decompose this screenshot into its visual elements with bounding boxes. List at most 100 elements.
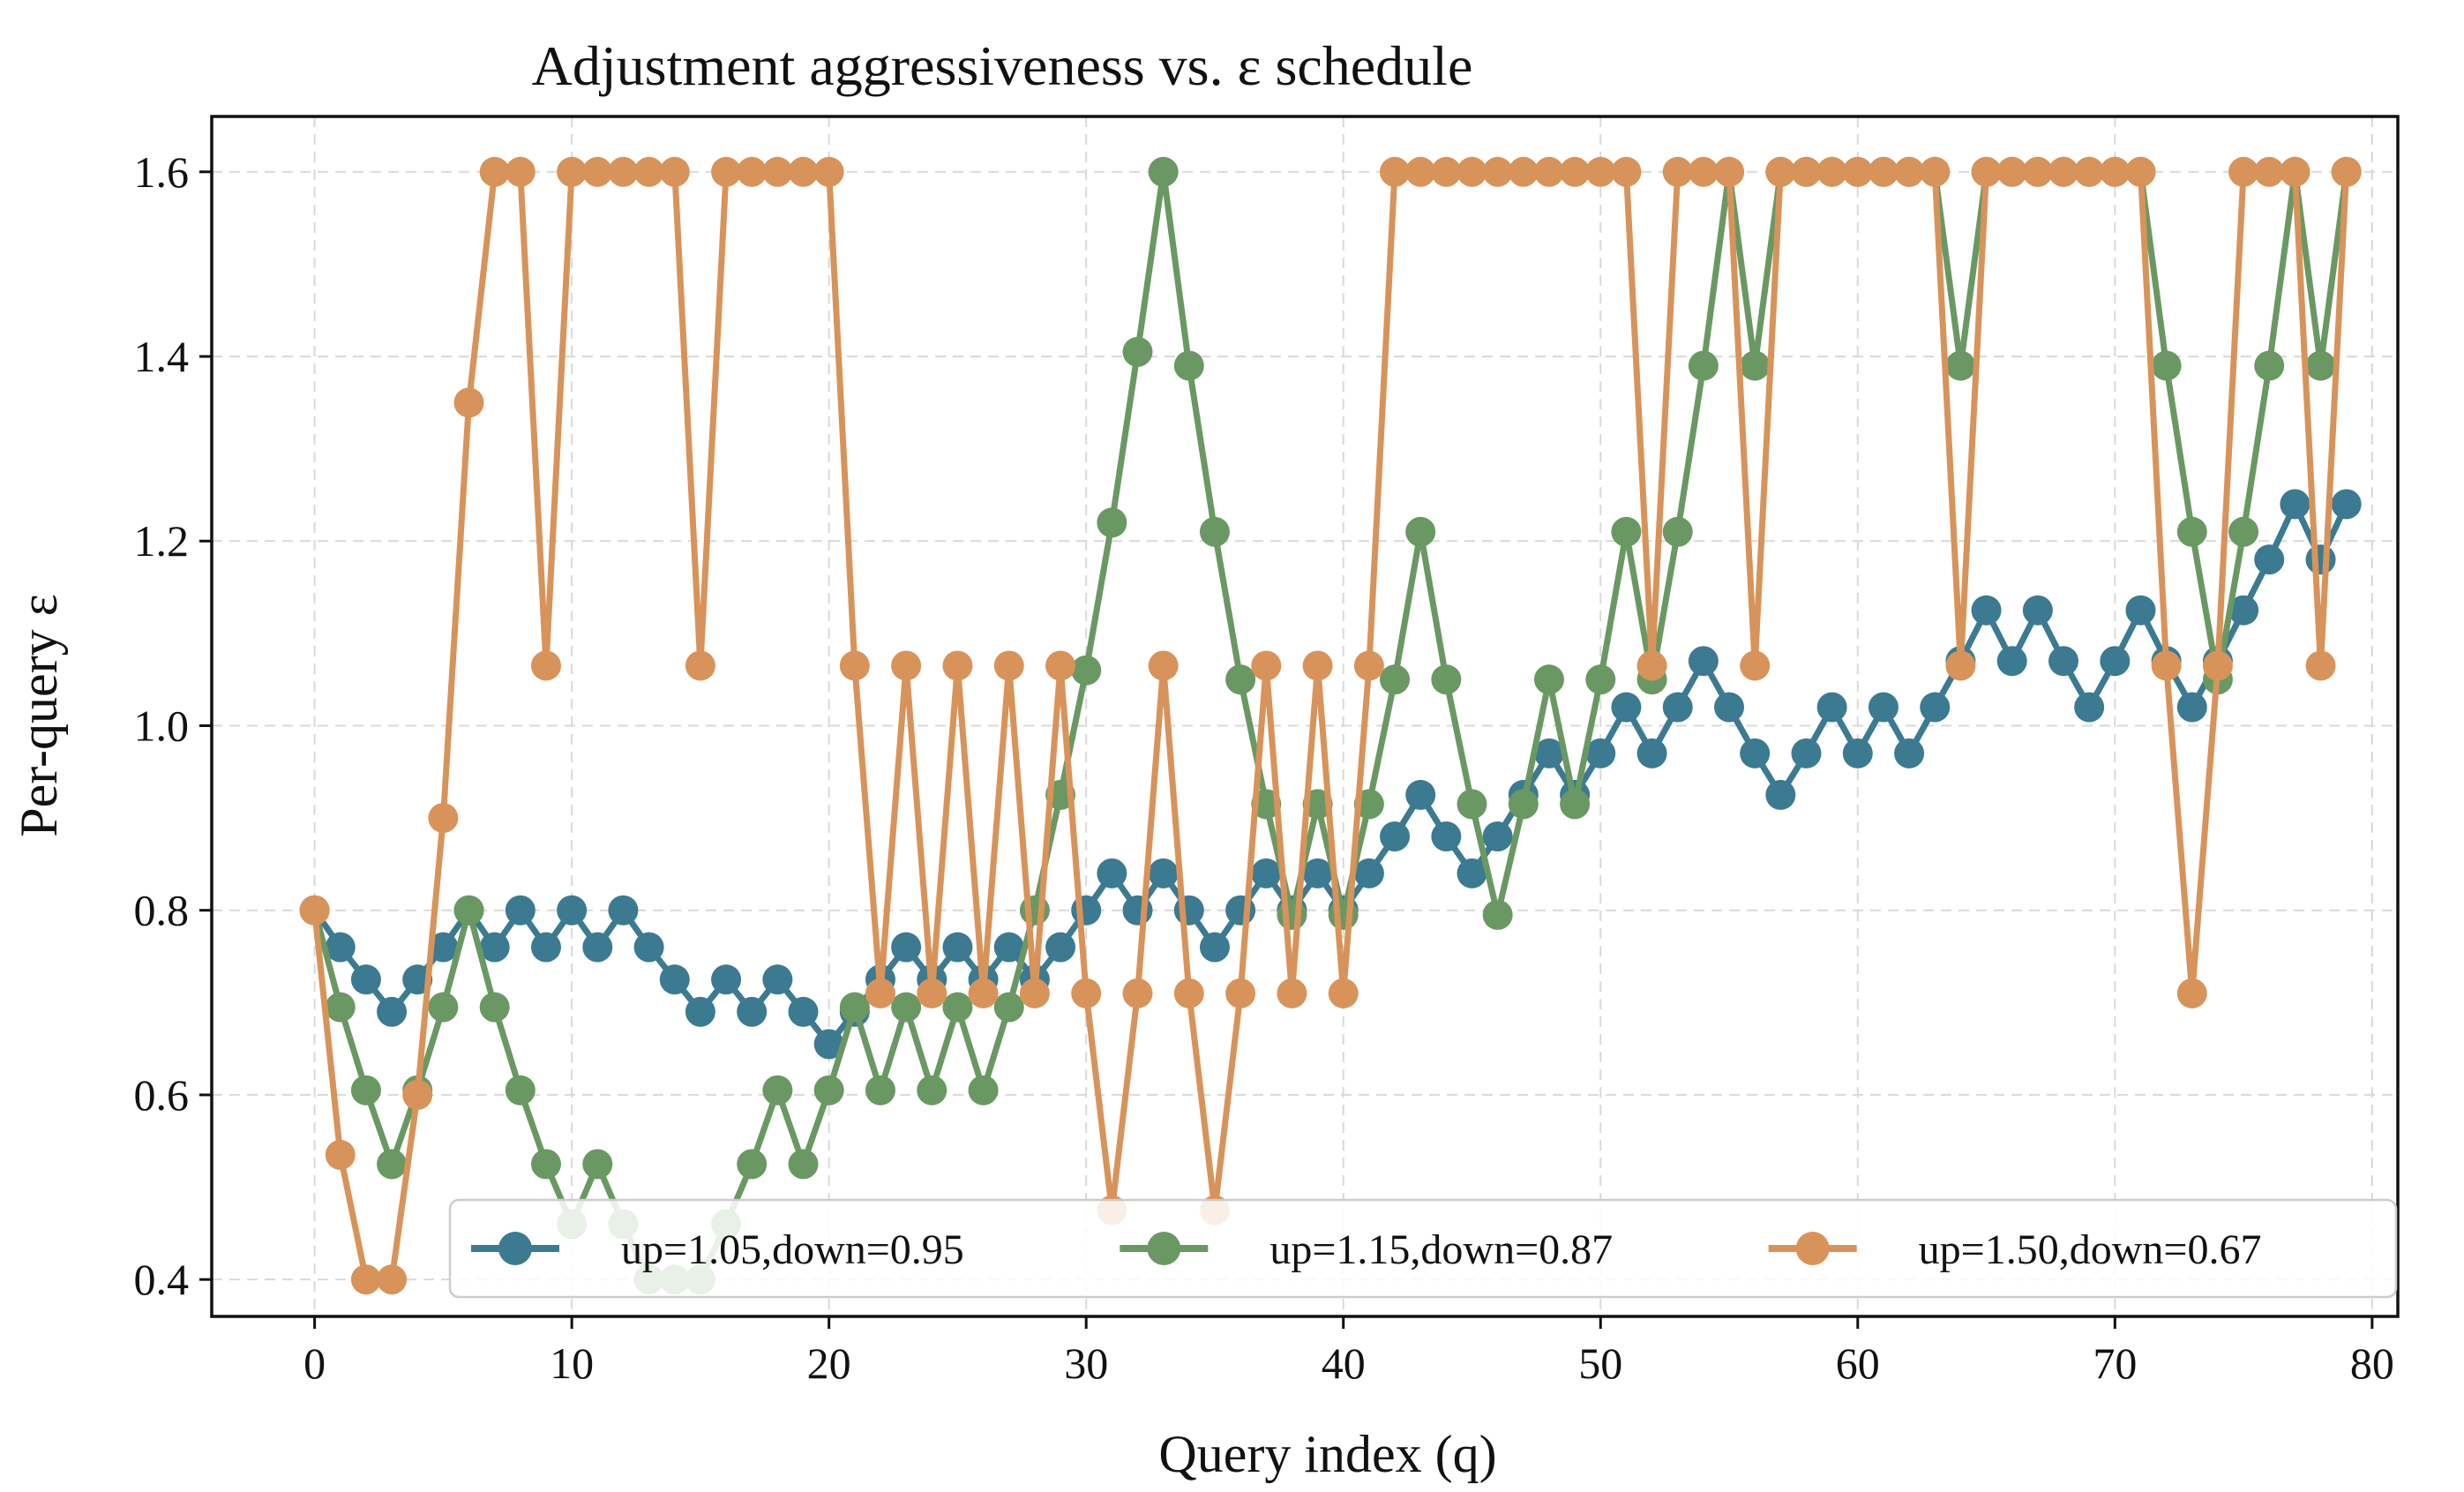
data-point xyxy=(762,964,793,995)
data-point xyxy=(557,895,588,926)
data-point xyxy=(428,803,459,834)
data-point xyxy=(1740,738,1771,768)
data-point xyxy=(1405,156,1436,187)
data-point xyxy=(1122,895,1153,926)
data-point xyxy=(402,1079,433,1110)
data-point xyxy=(325,932,356,963)
data-point xyxy=(1585,156,1616,187)
data-point xyxy=(1585,664,1616,695)
data-point xyxy=(1945,650,1976,681)
y-tick-label: 1.4 xyxy=(134,332,190,381)
data-point xyxy=(968,1075,999,1106)
data-point xyxy=(325,992,356,1023)
chart-title: Adjustment aggressiveness vs. ε schedule xyxy=(532,34,1473,97)
legend-label: up=1.15,down=0.87 xyxy=(1269,1226,1613,1273)
data-point xyxy=(1225,978,1256,1008)
data-point xyxy=(453,895,484,926)
data-point xyxy=(2254,544,2285,575)
data-point xyxy=(350,964,381,995)
data-point xyxy=(377,1149,408,1180)
data-point xyxy=(1457,789,1487,820)
data-point xyxy=(633,156,664,187)
data-point xyxy=(993,992,1024,1023)
data-point xyxy=(2100,156,2131,187)
data-point xyxy=(1328,978,1359,1008)
data-point xyxy=(2280,156,2310,187)
data-point xyxy=(1533,738,1564,768)
data-point xyxy=(350,1264,381,1295)
data-point xyxy=(1380,821,1411,851)
data-point xyxy=(325,1139,356,1170)
data-point xyxy=(608,156,639,187)
data-point xyxy=(1225,895,1256,926)
data-point xyxy=(530,932,561,963)
data-point xyxy=(685,996,715,1027)
data-point xyxy=(1662,516,1693,547)
data-point xyxy=(1688,156,1719,187)
data-point xyxy=(1611,156,1642,187)
data-point xyxy=(1894,738,1925,768)
data-point xyxy=(1482,156,1513,187)
data-point xyxy=(2202,650,2233,681)
y-tick-label: 1.6 xyxy=(134,147,190,197)
data-point xyxy=(1508,156,1539,187)
legend-entry: up=1.05,down=0.95 xyxy=(471,1226,964,1273)
data-point xyxy=(2254,156,2285,187)
data-point xyxy=(711,156,742,187)
data-point xyxy=(1611,516,1642,547)
data-point xyxy=(1945,350,1976,381)
data-point xyxy=(2100,646,2131,677)
data-point xyxy=(1431,664,1462,695)
data-point xyxy=(788,996,819,1027)
data-point xyxy=(350,1075,381,1106)
data-point xyxy=(1380,664,1411,695)
data-point xyxy=(1097,507,1127,538)
data-point xyxy=(1740,650,1771,681)
x-tick-label: 60 xyxy=(1836,1338,1880,1388)
data-point xyxy=(1148,650,1179,681)
data-point xyxy=(917,1075,947,1106)
data-point xyxy=(1122,978,1153,1008)
data-point xyxy=(1868,692,1899,723)
data-point xyxy=(2331,489,2362,520)
data-point xyxy=(1277,978,1307,1008)
data-point xyxy=(891,992,922,1023)
data-point xyxy=(968,978,999,1008)
x-tick-label: 80 xyxy=(2350,1338,2394,1388)
data-point xyxy=(917,978,947,1008)
data-point xyxy=(1071,655,1102,686)
data-point xyxy=(1714,156,1745,187)
data-point xyxy=(1996,646,2027,677)
data-point xyxy=(1225,664,1256,695)
x-axis: 0 10 20 30 40 50 60 70 80 xyxy=(303,1316,2394,1388)
y-tick-label: 0.8 xyxy=(134,886,190,935)
data-point xyxy=(1868,156,1899,187)
data-point xyxy=(737,996,768,1027)
series-3 xyxy=(299,156,2362,1295)
data-point xyxy=(2176,692,2207,723)
data-point xyxy=(2151,350,2182,381)
legend-label: up=1.05,down=0.95 xyxy=(621,1226,964,1273)
data-point xyxy=(1173,978,1204,1008)
data-point xyxy=(737,156,768,187)
data-point xyxy=(1971,156,2002,187)
data-point xyxy=(942,932,973,963)
data-point xyxy=(1328,899,1359,930)
data-point xyxy=(299,895,330,926)
data-point xyxy=(428,992,459,1023)
data-point xyxy=(2048,156,2079,187)
x-tick-label: 10 xyxy=(550,1338,594,1388)
data-point xyxy=(1971,595,2002,626)
data-point xyxy=(1816,692,1847,723)
data-point xyxy=(1996,156,2027,187)
data-point xyxy=(633,932,664,963)
data-point xyxy=(1353,650,1384,681)
data-point xyxy=(557,156,588,187)
data-point xyxy=(1173,895,1204,926)
data-point xyxy=(865,978,895,1008)
data-point xyxy=(1277,899,1307,930)
data-point xyxy=(582,1149,613,1180)
data-point xyxy=(942,992,973,1023)
data-point xyxy=(505,895,535,926)
